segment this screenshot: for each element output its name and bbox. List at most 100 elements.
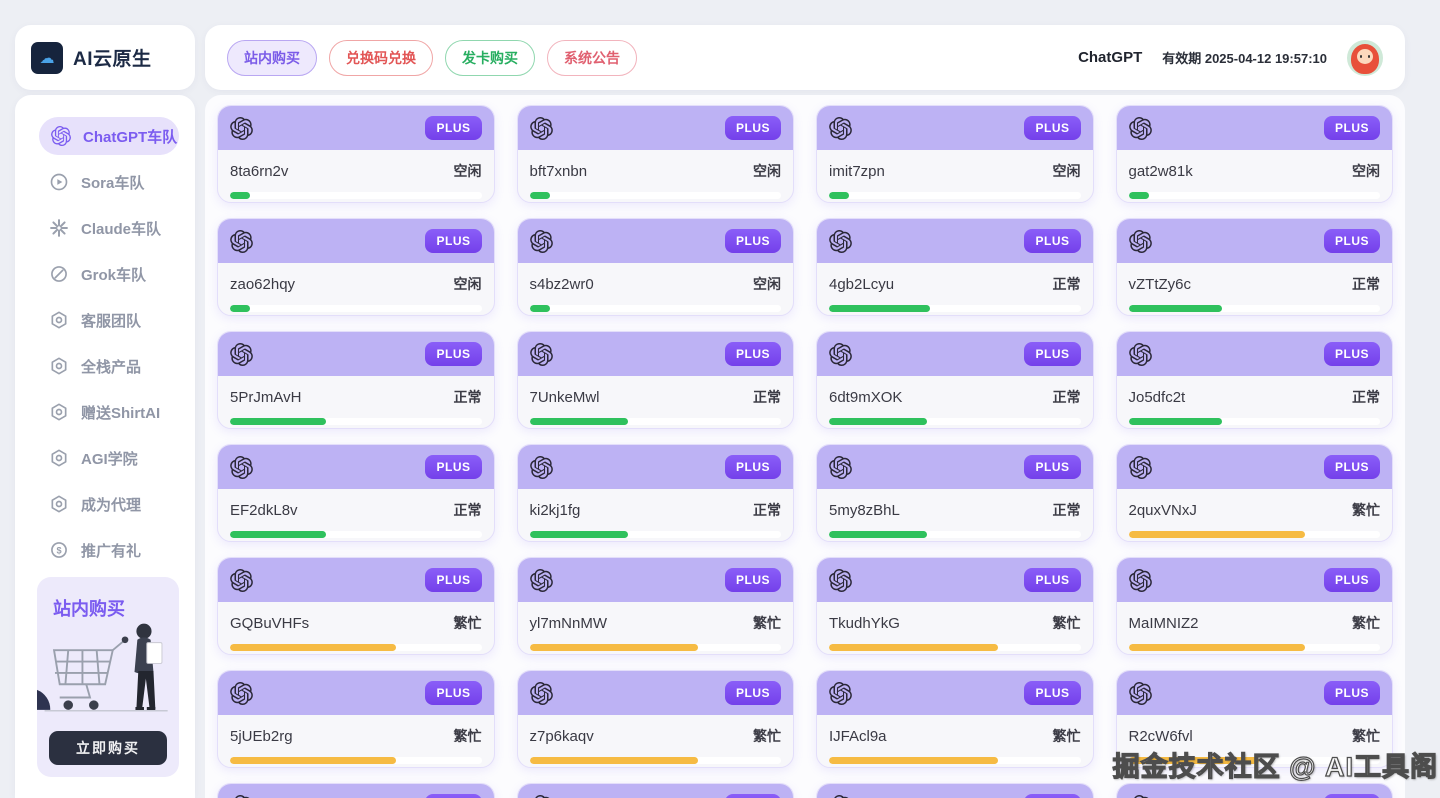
sidebar-item-label: 客服团队	[81, 312, 142, 330]
openai-icon	[1128, 229, 1152, 253]
account-card-gat2w81k[interactable]: PLUS gat2w81k 空闲	[1115, 105, 1393, 203]
sidebar-item-ChatGPT车队[interactable]: ChatGPT车队	[39, 117, 179, 155]
status-label: 空闲	[453, 276, 482, 292]
plus-badge: PLUS	[1024, 681, 1081, 705]
openai-icon	[1128, 455, 1152, 479]
openai-icon	[829, 342, 852, 366]
load-progress	[1128, 531, 1380, 538]
account-card-yl7mNnMW[interactable]: PLUS yl7mNnMW 繁忙	[516, 557, 794, 655]
card-body: 5my8zBhL 正常	[817, 489, 1093, 541]
account-card-vZTtZy6c[interactable]: PLUS vZTtZy6c 正常	[1115, 218, 1393, 316]
card-body: Jo5dfc2t 正常	[1117, 376, 1393, 428]
card-header: PLUS	[1116, 332, 1392, 376]
account-card-s4bz2wr0[interactable]: PLUS s4bz2wr0 空闲	[516, 218, 794, 316]
account-card-z7p6kaqv[interactable]: PLUS z7p6kaqv 繁忙	[516, 670, 794, 768]
sidebar-item-label: AGI学院	[81, 450, 138, 468]
sidebar-item-客服团队[interactable]: 客服团队	[15, 297, 195, 343]
card-body: EF2dkL8v 正常	[218, 489, 494, 541]
card-header: PLUS	[817, 219, 1093, 263]
card-body: gat2w81k 空闲	[1117, 150, 1393, 202]
account-code: 5jUEb2rg	[230, 727, 293, 745]
account-card-imit7zpn[interactable]: PLUS imit7zpn 空闲	[816, 105, 1094, 203]
main-content: PLUS 8ta6rn2v 空闲 PLUS bft7xnbn 空闲 PLUS imit7zpn…	[205, 95, 1405, 798]
account-card-Jo5dfc2t[interactable]: PLUS Jo5dfc2t 正常	[1115, 331, 1393, 429]
plus-badge: PLUS	[425, 455, 482, 479]
card-header: PLUS	[517, 558, 793, 602]
openai-icon	[530, 794, 553, 798]
account-card-R2cW6fvl[interactable]: PLUS R2cW6fvl 繁忙	[1115, 670, 1393, 768]
sidebar-item-推广有礼[interactable]: $ 推广有礼	[15, 527, 195, 573]
hexagon-icon	[49, 310, 69, 330]
account-card-GQBuVHFs[interactable]: PLUS GQBuVHFs 繁忙	[217, 557, 495, 655]
account-card-partial[interactable]: PLUS	[516, 783, 794, 798]
card-header: PLUS	[817, 558, 1093, 602]
account-code: Jo5dfc2t	[1128, 388, 1186, 406]
logo-card: ☁ AI云原生	[15, 25, 195, 90]
claude-icon	[49, 218, 69, 238]
account-card-8ta6rn2v[interactable]: PLUS 8ta6rn2v 空闲	[217, 105, 495, 203]
sidebar-item-全栈产品[interactable]: 全栈产品	[15, 343, 195, 389]
nav-button-站内购买[interactable]: 站内购买	[227, 39, 317, 76]
card-body: GQBuVHFs 繁忙	[218, 602, 494, 654]
avatar[interactable]	[1347, 39, 1383, 76]
topbar: 站内购买 兑换码兑换 发卡购买 系统公告 ChatGPT 有效期 2025-04-12…	[205, 25, 1405, 90]
card-header: PLUS	[218, 671, 494, 715]
sidebar-item-Sora车队[interactable]: Sora车队	[15, 159, 195, 205]
account-card-7UnkeMwl[interactable]: PLUS 7UnkeMwl 正常	[516, 331, 794, 429]
account-card-partial[interactable]: PLUS	[217, 783, 495, 798]
status-label: 空闲	[753, 163, 781, 179]
shopping-cart-illustration	[37, 623, 168, 712]
card-header: PLUS	[517, 671, 793, 715]
card-body: R2cW6fvl 繁忙	[1117, 715, 1393, 767]
account-card-IJFAcl9a[interactable]: PLUS IJFAcl9a 繁忙	[816, 670, 1094, 768]
account-code: EF2dkL8v	[230, 501, 298, 519]
nav-button-发卡购买[interactable]: 发卡购买	[445, 39, 535, 76]
sidebar-item-Claude车队[interactable]: Claude车队	[15, 205, 195, 251]
sidebar-item-label: 赠送ShirtAI	[81, 404, 161, 422]
account-card-bft7xnbn[interactable]: PLUS bft7xnbn 空闲	[516, 105, 794, 203]
card-body: vZTtZy6c 正常	[1117, 263, 1393, 315]
sidebar-item-成为代理[interactable]: 成为代理	[15, 481, 195, 527]
account-card-6dt9mXOK[interactable]: PLUS 6dt9mXOK 正常	[816, 331, 1094, 429]
account-card-2quxVNxJ[interactable]: PLUS 2quxVNxJ 繁忙	[1115, 444, 1393, 542]
status-label: 空闲	[1352, 163, 1380, 179]
card-body: 5PrJmAvH 正常	[218, 376, 494, 428]
account-card-4gb2Lcyu[interactable]: PLUS 4gb2Lcyu 正常	[816, 218, 1094, 316]
status-label: 正常	[1052, 502, 1081, 518]
plus-badge: PLUS	[724, 116, 781, 140]
account-card-partial[interactable]: PLUS	[816, 783, 1094, 798]
account-card-EF2dkL8v[interactable]: PLUS EF2dkL8v 正常	[217, 444, 495, 542]
account-card-5PrJmAvH[interactable]: PLUS 5PrJmAvH 正常	[217, 331, 495, 429]
nav-button-兑换码兑换[interactable]: 兑换码兑换	[329, 39, 433, 76]
account-code: 5my8zBhL	[829, 501, 900, 519]
sidebar-item-赠送ShirtAI[interactable]: 赠送ShirtAI	[15, 389, 195, 435]
play-circle-icon	[49, 172, 69, 192]
hexagon-icon	[49, 448, 69, 468]
card-body: bft7xnbn 空闲	[518, 150, 794, 202]
account-code: ki2kj1fg	[529, 501, 581, 519]
load-progress	[529, 757, 781, 764]
openai-icon	[829, 229, 852, 253]
sidebar-item-Grok车队[interactable]: Grok车队	[15, 251, 195, 297]
account-card-zao62hqy[interactable]: PLUS zao62hqy 空闲	[217, 218, 495, 316]
account-card-MaIMNIZ2[interactable]: PLUS MaIMNIZ2 繁忙	[1115, 557, 1393, 655]
account-card-partial[interactable]: PLUS	[1115, 783, 1393, 798]
account-card-5jUEb2rg[interactable]: PLUS 5jUEb2rg 繁忙	[217, 670, 495, 768]
plus-badge: PLUS	[724, 794, 781, 798]
status-label: 空闲	[453, 163, 482, 179]
nav-button-系统公告[interactable]: 系统公告	[547, 39, 637, 76]
account-card-ki2kj1fg[interactable]: PLUS ki2kj1fg 正常	[516, 444, 794, 542]
app-title: AI云原生	[73, 49, 152, 70]
buy-now-button[interactable]: 立即购买	[49, 731, 167, 765]
openai-icon	[529, 116, 553, 140]
account-card-TkudhYkG[interactable]: PLUS TkudhYkG 繁忙	[816, 557, 1094, 655]
plus-badge: PLUS	[1323, 568, 1380, 592]
status-label: 正常	[1052, 389, 1081, 405]
sidebar-item-label: 推广有礼	[81, 542, 142, 560]
account-card-5my8zBhL[interactable]: PLUS 5my8zBhL 正常	[816, 444, 1094, 542]
openai-icon	[1128, 342, 1152, 366]
card-body: imit7zpn 空闲	[817, 150, 1093, 202]
sidebar-item-AGI学院[interactable]: AGI学院	[15, 435, 195, 481]
card-header: PLUS	[218, 784, 494, 798]
load-progress	[230, 531, 482, 538]
